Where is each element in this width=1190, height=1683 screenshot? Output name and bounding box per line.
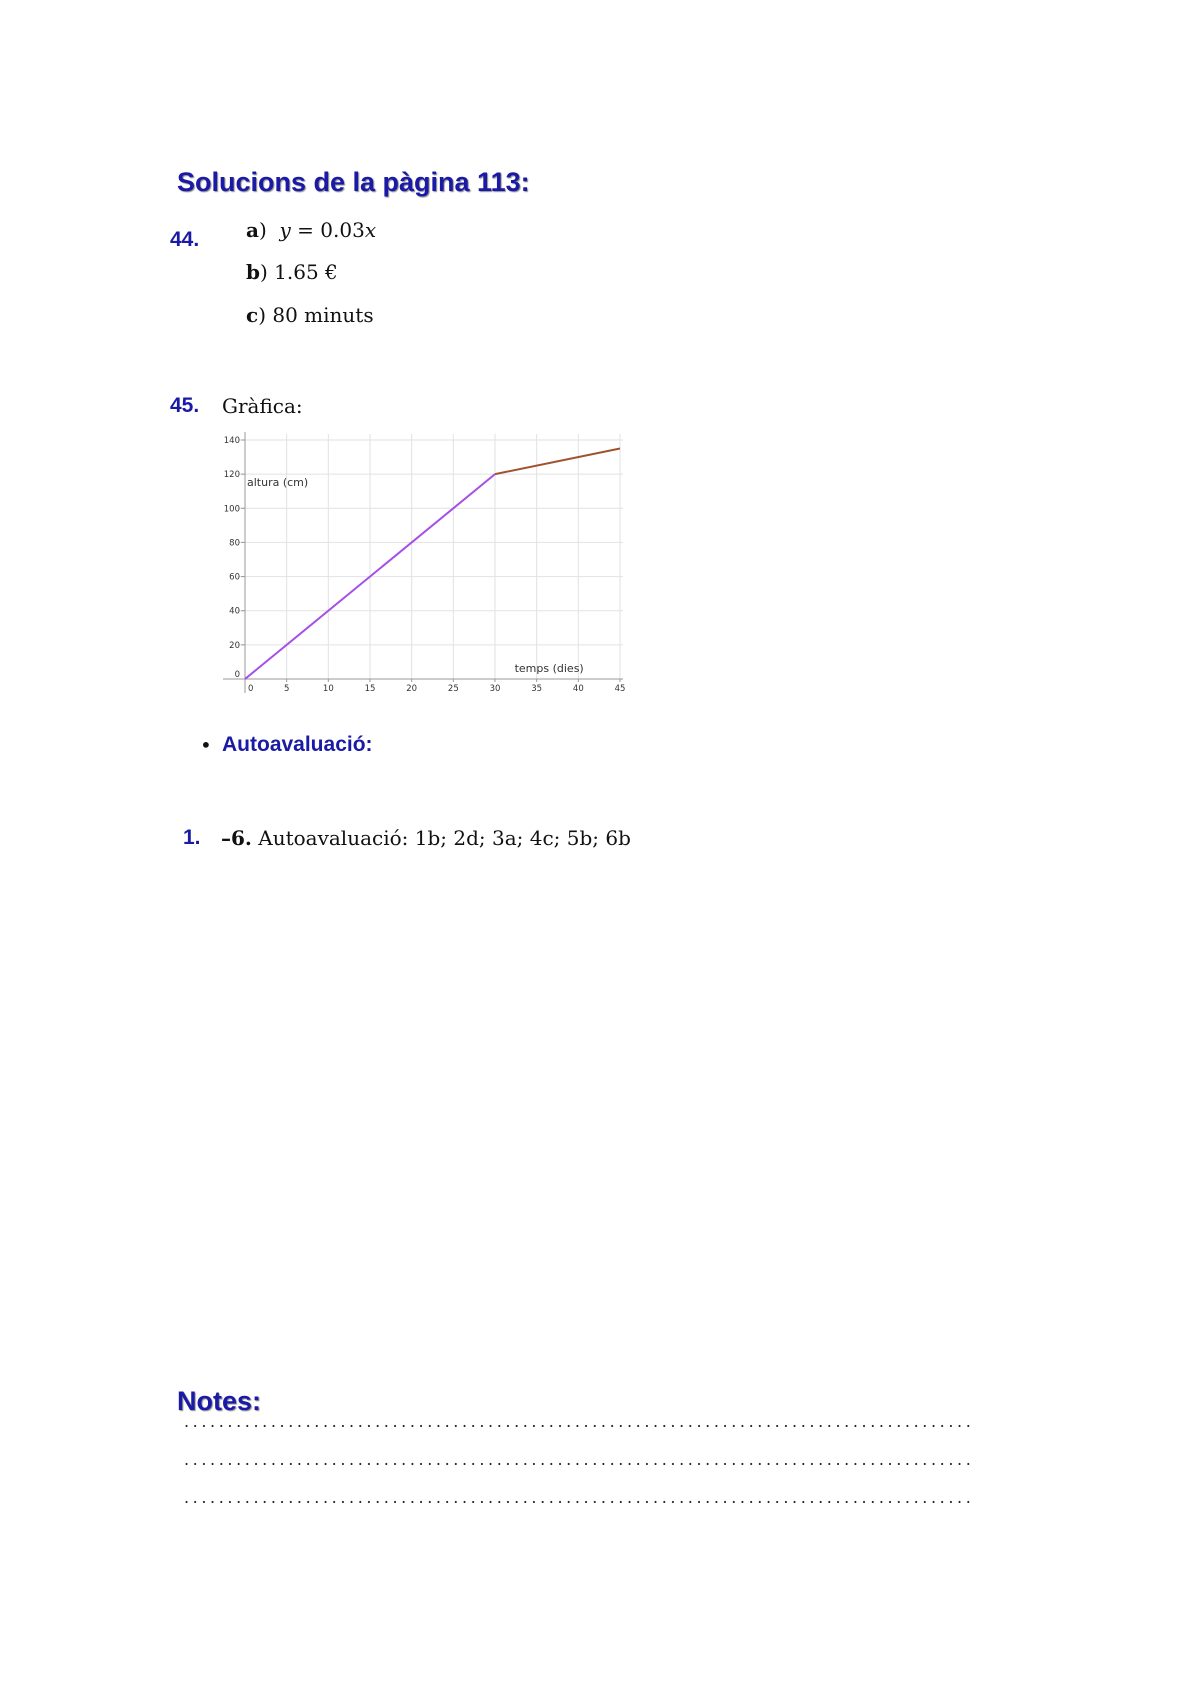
exercise-1-text: Autoavaluació: 1b; 2d; 3a; 4c; 5b; 6b <box>258 826 631 850</box>
exercise-1-number: 1. <box>183 826 201 849</box>
chart-axes <box>223 432 623 693</box>
exercise-44-item-a: a) y = 0.03x <box>246 218 376 242</box>
item-a-var-x: x <box>364 218 377 242</box>
y-axis-label: altura (cm) <box>247 476 308 489</box>
item-c-label: c <box>246 303 259 327</box>
series-line-1 <box>244 473 496 680</box>
exercise-44-item-c: c) 80 minuts <box>246 303 374 327</box>
section-title: Solucions de la pàgina 113: <box>177 167 530 197</box>
notes-line-2: ........................................… <box>184 1450 975 1469</box>
height-time-chart: 0 5 10 15 20 25 30 35 40 45 0 20 40 60 80 100 120 140 tem… <box>223 432 626 694</box>
item-c-paren: ) <box>258 303 266 327</box>
x-tick-label: 20 <box>406 684 417 694</box>
exercise-45-number: 45. <box>170 394 200 417</box>
item-a-equation: = 0.03 <box>290 218 365 242</box>
y-tick-label: 100 <box>224 504 240 514</box>
y-tick-label: 60 <box>229 573 240 583</box>
chart-ticks: 0 5 10 15 20 25 30 35 40 45 0 20 40 60 80 100 120 140 <box>224 436 626 694</box>
chart-grid <box>237 434 623 680</box>
exercise-44-number: 44. <box>170 228 200 251</box>
notes-line-3: ........................................… <box>184 1488 975 1507</box>
notes-line-1: ........................................… <box>184 1412 975 1431</box>
y-tick-label: 40 <box>229 607 240 617</box>
series-line-2 <box>494 447 621 476</box>
y-tick-label: 120 <box>224 470 240 480</box>
y-tick-label: 80 <box>229 538 240 548</box>
x-tick-label: 10 <box>323 684 334 694</box>
x-tick-label: 45 <box>615 684 626 694</box>
item-a-label: a <box>246 218 259 242</box>
x-tick-label: 30 <box>490 684 501 694</box>
exercise-45-text: Gràfica: <box>222 394 303 418</box>
y-tick-label: 20 <box>229 641 240 651</box>
item-b-text: 1.65 € <box>274 260 338 284</box>
item-a-paren: ) <box>258 218 267 242</box>
x-tick-label: 25 <box>448 684 459 694</box>
item-a-var-y: y <box>279 218 291 242</box>
autoavaluacio-heading: Autoavaluació: <box>222 733 373 756</box>
x-tick-label: 15 <box>365 684 376 694</box>
x-tick-label: 5 <box>284 684 289 694</box>
x-tick-label: 35 <box>531 684 542 694</box>
y-tick-label: 140 <box>224 436 240 446</box>
exercise-44-item-b: b) 1.65 € <box>246 260 338 284</box>
exercise-1-range: –6. <box>221 826 252 850</box>
bullet-icon: • <box>200 733 212 757</box>
chart-series <box>244 447 621 680</box>
exercise-1-line: –6. Autoavaluació: 1b; 2d; 3a; 4c; 5b; 6… <box>221 826 631 850</box>
item-c-text: 80 minuts <box>272 303 374 327</box>
x-axis-label: temps (dies) <box>515 662 584 675</box>
x-tick-label: 40 <box>573 684 584 694</box>
notes-title: Notes: <box>177 1386 262 1416</box>
y-tick-label: 0 <box>235 670 240 680</box>
x-tick-label: 0 <box>248 684 253 694</box>
item-b-label: b <box>246 260 260 284</box>
item-b-paren: ) <box>259 260 268 284</box>
